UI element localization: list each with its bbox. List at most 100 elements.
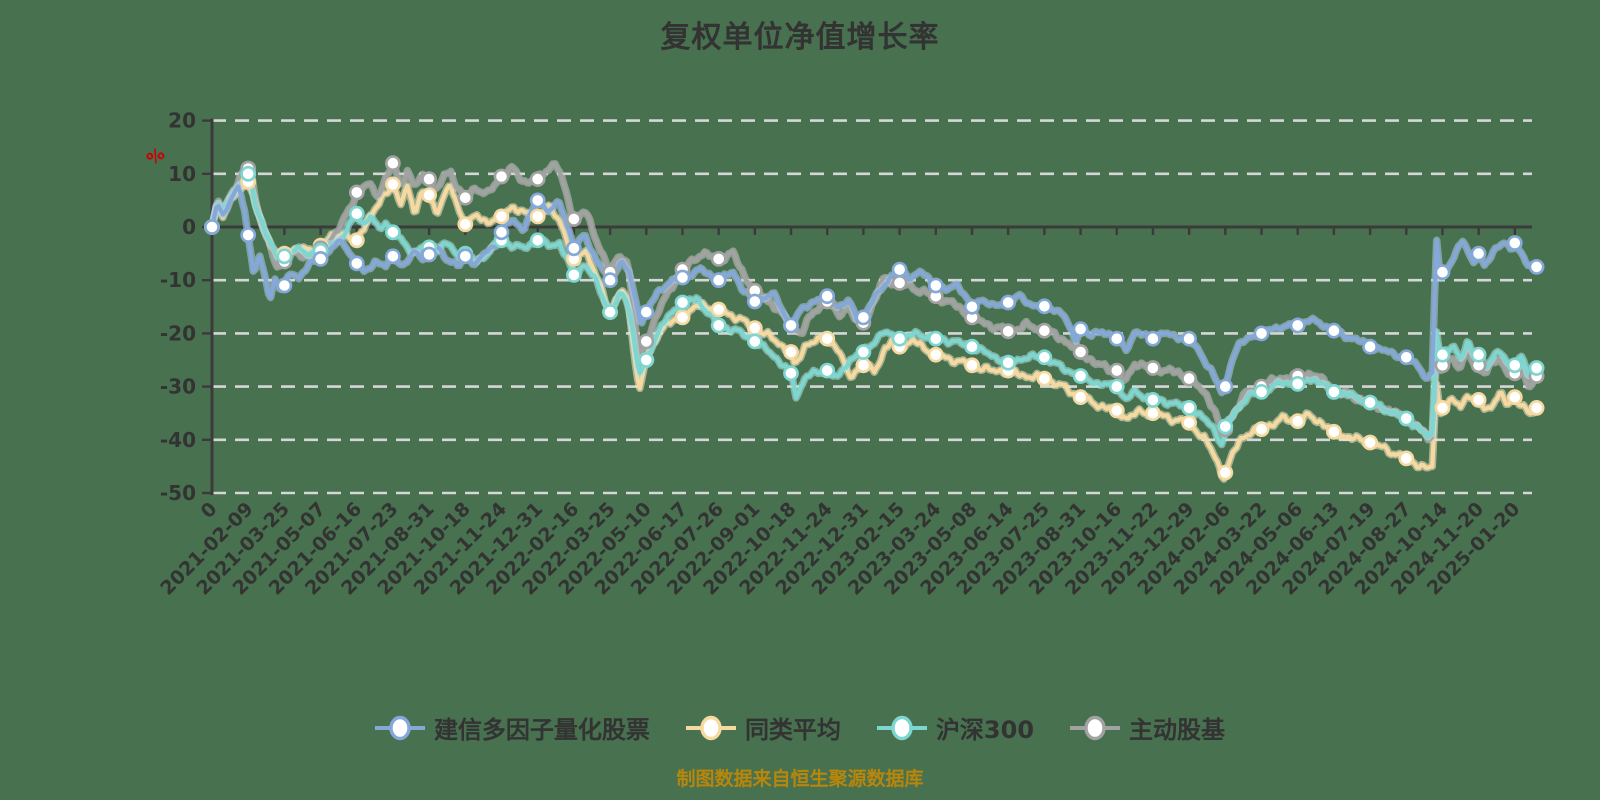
series-marker-fund bbox=[421, 246, 437, 263]
legend-item-peer-average[interactable]: 同类平均 bbox=[685, 710, 841, 745]
series-line-peer-average bbox=[209, 183, 1539, 482]
series-marker-hs300 bbox=[1289, 375, 1306, 392]
series-marker-peer-average bbox=[348, 232, 365, 249]
series-marker-peer-average bbox=[457, 216, 474, 233]
series-marker-fund bbox=[1108, 330, 1125, 347]
series-line-fund bbox=[209, 184, 1539, 395]
series-marker-fund bbox=[1072, 321, 1089, 337]
series-marker-fund bbox=[1470, 245, 1487, 262]
legend-item-fund[interactable]: 建信多因子量化股票 bbox=[374, 710, 650, 745]
series-marker-hs300 bbox=[384, 224, 401, 241]
series-marker-peer-average bbox=[1145, 405, 1161, 422]
series-marker-active-equity bbox=[421, 171, 437, 187]
series-marker-peer-average bbox=[529, 208, 546, 225]
series-marker-peer-average bbox=[819, 330, 836, 347]
series-marker-hs300 bbox=[819, 362, 836, 379]
legend-marker-icon bbox=[1070, 715, 1121, 740]
series-marker-peer-average bbox=[1217, 464, 1234, 481]
series-marker-hs300 bbox=[964, 338, 980, 355]
series-marker-fund bbox=[204, 219, 220, 235]
series-marker-fund bbox=[819, 288, 836, 305]
series-marker-fund bbox=[1362, 338, 1378, 355]
series-marker-hs300 bbox=[891, 330, 908, 347]
series-marker-fund bbox=[638, 304, 655, 320]
series-marker-peer-average bbox=[1289, 413, 1306, 430]
series-marker-peer-average bbox=[855, 357, 872, 374]
legend-item-hs300[interactable]: 沪深300 bbox=[876, 710, 1035, 745]
legend: 建信多因子量化股票 同类平均 沪深300 主动股基 bbox=[0, 710, 1600, 745]
series-marker-peer-average bbox=[493, 208, 510, 225]
series-marker-hs300 bbox=[1217, 418, 1234, 435]
legend-label: 主动股基 bbox=[1129, 716, 1226, 744]
series-marker-peer-average bbox=[746, 320, 763, 336]
series-marker-fund bbox=[1000, 294, 1017, 311]
series-marker-peer-average bbox=[1362, 434, 1378, 451]
series-marker-peer-average bbox=[1036, 370, 1053, 387]
series-marker-peer-average bbox=[927, 346, 944, 363]
series-marker-hs300 bbox=[1470, 346, 1487, 363]
series-marker-peer-average bbox=[1181, 414, 1197, 431]
series-marker-fund bbox=[783, 317, 799, 334]
series-marker-fund bbox=[1181, 330, 1197, 347]
series-marker-fund bbox=[529, 192, 546, 209]
series-marker-hs300 bbox=[1434, 346, 1451, 363]
x-tick-label: 0 bbox=[197, 498, 222, 523]
series-marker-peer-average bbox=[1528, 399, 1545, 416]
series-marker-fund bbox=[1326, 322, 1342, 339]
series-marker-peer-average bbox=[1434, 399, 1451, 416]
series-marker-active-equity bbox=[348, 184, 365, 201]
series-marker-active-equity bbox=[638, 333, 655, 350]
series-marker-hs300 bbox=[638, 352, 655, 368]
series-marker-active-equity bbox=[1145, 360, 1161, 376]
series-marker-fund bbox=[1289, 317, 1306, 334]
series-marker-active-equity bbox=[1036, 322, 1053, 339]
series-marker-peer-average bbox=[384, 176, 401, 193]
series-marker-active-equity bbox=[891, 274, 908, 291]
series-marker-fund bbox=[1253, 325, 1270, 342]
series-marker-fund bbox=[1398, 349, 1415, 366]
legend-item-active-equity[interactable]: 主动股基 bbox=[1070, 710, 1225, 745]
series-marker-peer-average bbox=[1072, 389, 1089, 406]
series-marker-fund bbox=[457, 248, 474, 265]
series-marker-fund bbox=[891, 261, 908, 278]
series-marker-hs300 bbox=[348, 205, 365, 222]
legend-marker-icon bbox=[685, 715, 736, 740]
series-marker-hs300 bbox=[602, 304, 618, 320]
series-marker-hs300 bbox=[746, 333, 763, 350]
series-marker-peer-average bbox=[710, 301, 727, 318]
series-marker-hs300 bbox=[927, 330, 944, 347]
series-halo-fund bbox=[208, 182, 1541, 397]
series-marker-hs300 bbox=[276, 248, 293, 265]
series-marker-peer-average bbox=[1470, 391, 1487, 408]
series-marker-hs300 bbox=[674, 294, 691, 311]
series-marker-fund bbox=[1506, 235, 1523, 251]
series-marker-hs300 bbox=[566, 266, 582, 283]
series-marker-fund bbox=[566, 240, 582, 257]
series-marker-fund bbox=[240, 227, 257, 243]
series-marker-hs300 bbox=[1528, 360, 1545, 376]
series-marker-fund bbox=[746, 293, 763, 310]
y-axis-unit-label: % bbox=[143, 144, 168, 170]
series-marker-fund bbox=[348, 255, 365, 272]
series-marker-active-equity bbox=[529, 171, 546, 187]
series-marker-fund bbox=[964, 298, 980, 315]
legend-label: 沪深300 bbox=[935, 716, 1035, 744]
series-marker-fund bbox=[384, 248, 401, 265]
data-source-note: 制图数据来自恒生聚源数据库 bbox=[676, 768, 924, 790]
y-tick-label: -40 bbox=[160, 428, 196, 452]
series-marker-hs300 bbox=[1108, 378, 1125, 395]
series-marker-fund bbox=[710, 272, 727, 289]
series-marker-peer-average bbox=[1326, 423, 1342, 440]
series-marker-fund bbox=[1217, 378, 1234, 395]
y-tick-label: 0 bbox=[182, 215, 196, 239]
series-marker-active-equity bbox=[1181, 370, 1197, 387]
legend-marker-icon bbox=[374, 715, 425, 740]
y-tick-label: -10 bbox=[160, 268, 196, 292]
series-marker-hs300 bbox=[1253, 383, 1270, 400]
legend-label: 同类平均 bbox=[744, 716, 841, 744]
series-marker-fund bbox=[674, 269, 691, 286]
series-marker-active-equity bbox=[384, 155, 401, 172]
series-marker-hs300 bbox=[783, 365, 799, 382]
